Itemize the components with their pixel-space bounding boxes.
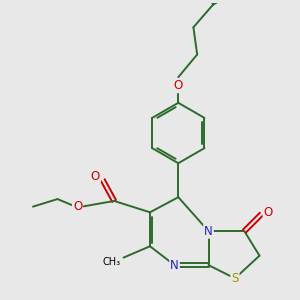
Text: S: S xyxy=(231,272,239,285)
Text: O: O xyxy=(73,200,82,213)
Text: N: N xyxy=(204,225,213,238)
Text: CH₃: CH₃ xyxy=(102,257,121,267)
Text: O: O xyxy=(91,170,100,183)
Text: O: O xyxy=(263,206,273,219)
Text: N: N xyxy=(170,259,179,272)
Text: O: O xyxy=(174,79,183,92)
